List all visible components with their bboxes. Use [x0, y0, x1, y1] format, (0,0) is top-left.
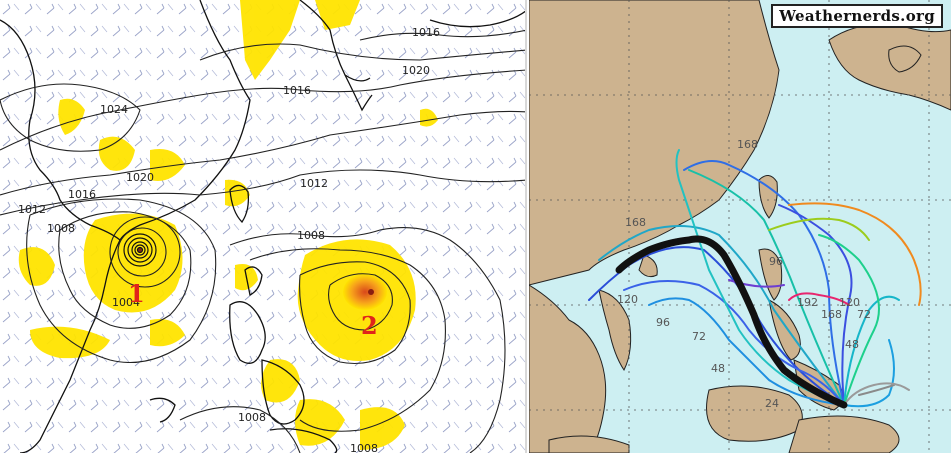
- track-label: 120: [617, 293, 638, 306]
- isobar-label: 1016: [283, 84, 311, 97]
- coastlines: [0, 0, 525, 453]
- isobar-label: 1024: [100, 103, 128, 116]
- isobars: [0, 29, 525, 453]
- isobar-label: 1020: [126, 171, 154, 184]
- storm-2-center: [368, 289, 374, 295]
- isobar-label: 1016: [412, 26, 440, 39]
- track-label: 96: [769, 255, 783, 268]
- ensemble-tracks: [588, 149, 922, 408]
- isobar-label: 1008: [297, 229, 325, 242]
- track-label: 96: [656, 316, 670, 329]
- isobar-label: 1008: [47, 222, 75, 235]
- track-labels: 168 168 120 96 72 48 24 192 168 72 48 12…: [617, 138, 871, 410]
- track-map-canvas: 168 168 120 96 72 48 24 192 168 72 48 12…: [529, 0, 951, 453]
- track-label: 192: [797, 296, 818, 309]
- track-label: 48: [845, 338, 859, 351]
- track-label: 120: [839, 296, 860, 309]
- lat-lon-grid: [529, 0, 951, 453]
- isobar-label: 1008: [238, 411, 266, 424]
- storm-marker-2: 2: [361, 311, 378, 340]
- track-label: 168: [737, 138, 758, 151]
- isobar-label: 1012: [18, 203, 46, 216]
- storm-marker-1: 1: [128, 279, 145, 308]
- storm-1-core: [123, 233, 157, 267]
- isobar-label: 1020: [402, 64, 430, 77]
- land-masses: [529, 0, 951, 453]
- storm-2-core: [343, 274, 387, 310]
- track-label: 168: [821, 308, 842, 321]
- isobar-label: 1004: [112, 296, 140, 309]
- isobar-label: 1016: [68, 188, 96, 201]
- weathernerds-watermark: Weathernerds.org: [771, 4, 943, 28]
- track-label: 24: [765, 397, 779, 410]
- track-label: 168: [625, 216, 646, 229]
- track-label: 72: [692, 330, 706, 343]
- pressure-map-canvas: 1016 1020 1016 1024 1020 1016 1012 1008 …: [0, 0, 525, 453]
- ensemble-mean-track: [615, 235, 848, 409]
- isobar-label: 1008: [350, 442, 378, 453]
- ensemble-track-map: 168 168 120 96 72 48 24 192 168 72 48 12…: [529, 0, 951, 453]
- isobar-labels: 1016 1020 1016 1024 1020 1016 1012 1008 …: [18, 26, 440, 453]
- track-label: 48: [711, 362, 725, 375]
- pressure-forecast-map: 1016 1020 1016 1024 1020 1016 1012 1008 …: [0, 0, 527, 453]
- track-label: 72: [857, 308, 871, 321]
- isobar-label: 1012: [300, 177, 328, 190]
